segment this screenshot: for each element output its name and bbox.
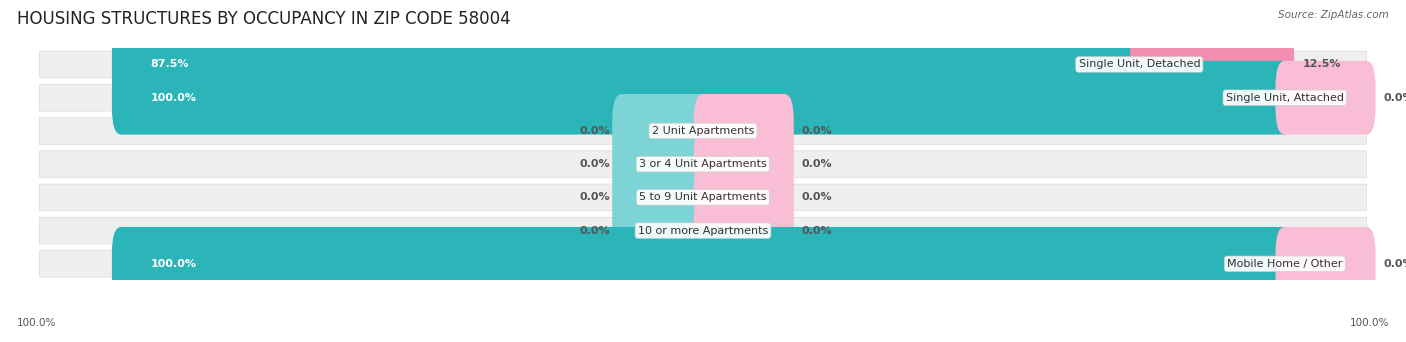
FancyBboxPatch shape xyxy=(39,84,1367,111)
Text: 100.0%: 100.0% xyxy=(150,93,197,103)
Legend: Owner-occupied, Renter-occupied: Owner-occupied, Renter-occupied xyxy=(575,341,831,342)
FancyBboxPatch shape xyxy=(612,160,713,234)
FancyBboxPatch shape xyxy=(112,28,1149,101)
Text: Mobile Home / Other: Mobile Home / Other xyxy=(1227,259,1343,269)
Text: 100.0%: 100.0% xyxy=(150,259,197,269)
FancyBboxPatch shape xyxy=(612,94,713,168)
Text: 0.0%: 0.0% xyxy=(1384,259,1406,269)
FancyBboxPatch shape xyxy=(39,251,1367,277)
Text: 2 Unit Apartments: 2 Unit Apartments xyxy=(652,126,754,136)
Text: 0.0%: 0.0% xyxy=(1384,93,1406,103)
FancyBboxPatch shape xyxy=(39,184,1367,211)
FancyBboxPatch shape xyxy=(112,227,1294,301)
Text: 100.0%: 100.0% xyxy=(1350,318,1389,328)
FancyBboxPatch shape xyxy=(39,118,1367,144)
Text: Source: ZipAtlas.com: Source: ZipAtlas.com xyxy=(1278,10,1389,20)
FancyBboxPatch shape xyxy=(693,94,794,168)
FancyBboxPatch shape xyxy=(693,160,794,234)
Text: 87.5%: 87.5% xyxy=(150,60,188,69)
FancyBboxPatch shape xyxy=(1275,227,1375,301)
Text: 5 to 9 Unit Apartments: 5 to 9 Unit Apartments xyxy=(640,193,766,202)
Text: 12.5%: 12.5% xyxy=(1302,60,1341,69)
FancyBboxPatch shape xyxy=(693,127,794,201)
Text: 0.0%: 0.0% xyxy=(801,126,832,136)
Text: Single Unit, Attached: Single Unit, Attached xyxy=(1226,93,1344,103)
Text: 0.0%: 0.0% xyxy=(579,193,610,202)
FancyBboxPatch shape xyxy=(1130,28,1294,101)
Text: 100.0%: 100.0% xyxy=(17,318,56,328)
FancyBboxPatch shape xyxy=(612,127,713,201)
FancyBboxPatch shape xyxy=(1275,61,1375,135)
Text: 0.0%: 0.0% xyxy=(579,159,610,169)
FancyBboxPatch shape xyxy=(39,51,1367,78)
Text: 0.0%: 0.0% xyxy=(801,193,832,202)
Text: 0.0%: 0.0% xyxy=(801,226,832,236)
FancyBboxPatch shape xyxy=(39,217,1367,244)
Text: Single Unit, Detached: Single Unit, Detached xyxy=(1078,60,1201,69)
FancyBboxPatch shape xyxy=(39,151,1367,177)
Text: HOUSING STRUCTURES BY OCCUPANCY IN ZIP CODE 58004: HOUSING STRUCTURES BY OCCUPANCY IN ZIP C… xyxy=(17,10,510,28)
FancyBboxPatch shape xyxy=(612,194,713,267)
Text: 0.0%: 0.0% xyxy=(801,159,832,169)
Text: 3 or 4 Unit Apartments: 3 or 4 Unit Apartments xyxy=(640,159,766,169)
Text: 0.0%: 0.0% xyxy=(579,126,610,136)
FancyBboxPatch shape xyxy=(693,194,794,267)
FancyBboxPatch shape xyxy=(112,61,1294,135)
Text: 10 or more Apartments: 10 or more Apartments xyxy=(638,226,768,236)
Text: 0.0%: 0.0% xyxy=(579,226,610,236)
